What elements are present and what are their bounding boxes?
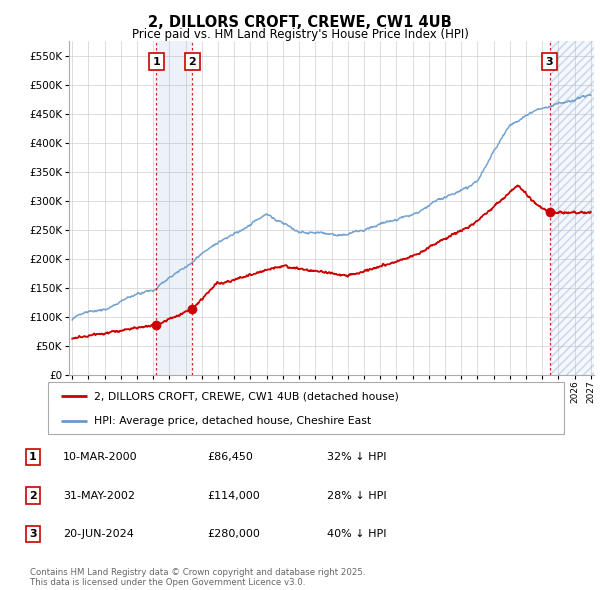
Text: 20-JUN-2024: 20-JUN-2024: [63, 529, 134, 539]
Text: £114,000: £114,000: [207, 491, 260, 500]
Text: 10-MAR-2000: 10-MAR-2000: [63, 453, 137, 462]
Text: 2: 2: [188, 57, 196, 67]
Text: 3: 3: [546, 57, 553, 67]
Text: 40% ↓ HPI: 40% ↓ HPI: [327, 529, 386, 539]
Text: 1: 1: [29, 453, 37, 462]
Text: 2, DILLORS CROFT, CREWE, CW1 4UB: 2, DILLORS CROFT, CREWE, CW1 4UB: [148, 15, 452, 30]
Text: £86,450: £86,450: [207, 453, 253, 462]
Text: 3: 3: [29, 529, 37, 539]
Bar: [550, 41, 594, 375]
Text: 32% ↓ HPI: 32% ↓ HPI: [327, 453, 386, 462]
Bar: [157, 41, 193, 375]
Text: Price paid vs. HM Land Registry's House Price Index (HPI): Price paid vs. HM Land Registry's House …: [131, 28, 469, 41]
Text: 2, DILLORS CROFT, CREWE, CW1 4UB (detached house): 2, DILLORS CROFT, CREWE, CW1 4UB (detach…: [94, 391, 400, 401]
Text: 1: 1: [152, 57, 160, 67]
Text: HPI: Average price, detached house, Cheshire East: HPI: Average price, detached house, Ches…: [94, 416, 371, 425]
Text: £280,000: £280,000: [207, 529, 260, 539]
Text: 28% ↓ HPI: 28% ↓ HPI: [327, 491, 386, 500]
Bar: [550, 41, 594, 375]
Text: 31-MAY-2002: 31-MAY-2002: [63, 491, 135, 500]
Text: 2: 2: [29, 491, 37, 500]
Text: Contains HM Land Registry data © Crown copyright and database right 2025.
This d: Contains HM Land Registry data © Crown c…: [30, 568, 365, 587]
